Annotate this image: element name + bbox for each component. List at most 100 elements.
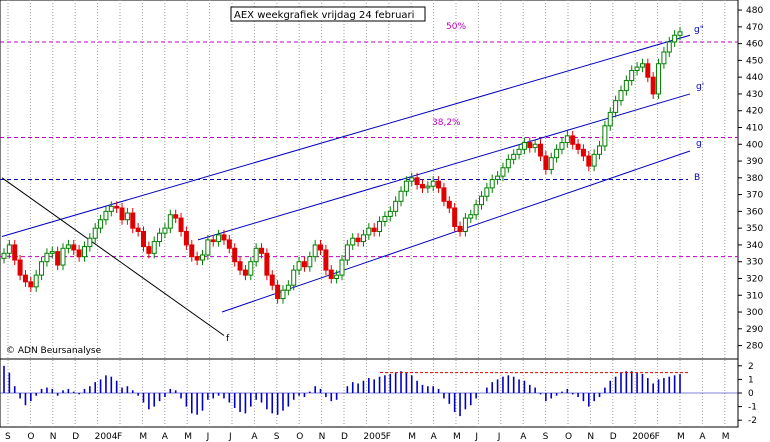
candle-body [55, 251, 61, 266]
x-tick-label: S [543, 432, 549, 442]
candle-body [323, 249, 329, 271]
candle-body [242, 269, 248, 276]
osc-tick-label: 0 [748, 389, 754, 399]
y-tick-label: 300 [746, 308, 763, 318]
candle-body [6, 244, 12, 254]
candle-body [575, 143, 581, 150]
candle-body [183, 231, 189, 246]
trendline-f [1, 177, 225, 336]
candle-body [307, 256, 313, 268]
candle-body [468, 214, 474, 219]
y-tick-label: 400 [746, 140, 763, 150]
candle-body [318, 244, 324, 251]
x-tick-label: D [72, 432, 79, 442]
x-tick-label: 2005 [363, 432, 386, 442]
candle-body [178, 217, 184, 233]
candle-body [586, 155, 592, 167]
candle-body [409, 177, 415, 182]
candle-body [414, 177, 420, 186]
candle-body [237, 261, 243, 271]
candle-body [60, 247, 66, 266]
trend-label-g1: g' [696, 82, 704, 92]
chart-title: AEX weekgrafiek vrijdag 24 februari [234, 10, 414, 21]
candle-body [33, 274, 39, 288]
x-tick-label: F [386, 432, 391, 442]
x-tick-label: M [184, 432, 192, 442]
copyright-label: © ADN Beursanalyse [6, 346, 102, 356]
candle-body [1, 252, 7, 259]
x-tick-label: A [251, 432, 258, 442]
y-tick-label: 450 [746, 56, 763, 66]
candle-body [151, 241, 157, 254]
level-label-b: B [694, 173, 700, 183]
candle-body [398, 190, 404, 202]
candle-body [672, 34, 678, 43]
candle-body [360, 234, 366, 243]
candle-body [146, 246, 152, 254]
candle-body [280, 289, 286, 300]
candle-body [452, 207, 458, 227]
trendline-g [221, 150, 691, 313]
candle-body [532, 143, 538, 149]
x-tick-label: M [408, 432, 416, 442]
y-tick-label: 360 [746, 207, 763, 217]
x-tick-label: A [699, 432, 706, 442]
y-tick-label: 480 [746, 6, 763, 16]
x-tick-label: 2004 [95, 432, 118, 442]
x-tick-label: F [655, 432, 660, 442]
y-tick-label: 460 [746, 40, 763, 50]
candle-body [430, 180, 436, 187]
candle-body [17, 259, 23, 276]
candle-body [613, 100, 619, 113]
candle-body [28, 281, 34, 288]
candle-body [355, 237, 361, 243]
candle-body [484, 187, 490, 197]
y-tick-label: 340 [746, 241, 763, 251]
candle-body [216, 234, 222, 243]
candle-body [489, 179, 495, 189]
candle-body [387, 210, 393, 217]
y-tick-label: 470 [746, 23, 763, 33]
x-tick-label: J [474, 432, 478, 442]
x-tick-label: M [722, 432, 730, 442]
trend-label-g2: g" [694, 25, 704, 35]
candle-body [275, 284, 281, 300]
y-tick-label: 370 [746, 191, 763, 201]
osc-tick-label: -1 [748, 403, 757, 413]
x-tick-label: J [206, 432, 210, 442]
osc-tick-label: 2 [748, 362, 754, 372]
candle-body [44, 252, 50, 263]
y-tick-label: 380 [746, 174, 763, 184]
candle-body [22, 274, 28, 283]
candle-body [570, 135, 576, 145]
candle-body [157, 232, 163, 243]
x-tick-label: S [274, 432, 280, 442]
candle-body [446, 200, 452, 209]
candle-body [607, 111, 613, 127]
candle-body [505, 158, 511, 169]
candle-body [543, 155, 549, 170]
x-tick-label: M [453, 432, 461, 442]
candle-body [419, 184, 425, 189]
candle-body [119, 207, 125, 221]
candle-body [296, 261, 302, 271]
osc-tick-label: -2 [748, 416, 757, 426]
x-tick-label: J [497, 432, 501, 442]
y-tick-label: 420 [746, 107, 763, 117]
candle-body [12, 244, 18, 261]
y-tick-label: 320 [746, 274, 763, 284]
x-tick-label: M [139, 432, 147, 442]
candle-body [548, 157, 554, 170]
candle-body [328, 269, 334, 279]
candle-body [339, 259, 345, 276]
y-tick-label: 280 [746, 342, 763, 352]
x-tick-label: A [162, 432, 169, 442]
trend-label-f: f [226, 334, 230, 344]
osc-tick-label: 1 [748, 375, 754, 385]
x-tick-label: N [319, 432, 326, 442]
candle-body [591, 153, 597, 167]
candle-body [656, 63, 662, 95]
candle-body [344, 244, 350, 261]
candle-body [580, 148, 586, 157]
